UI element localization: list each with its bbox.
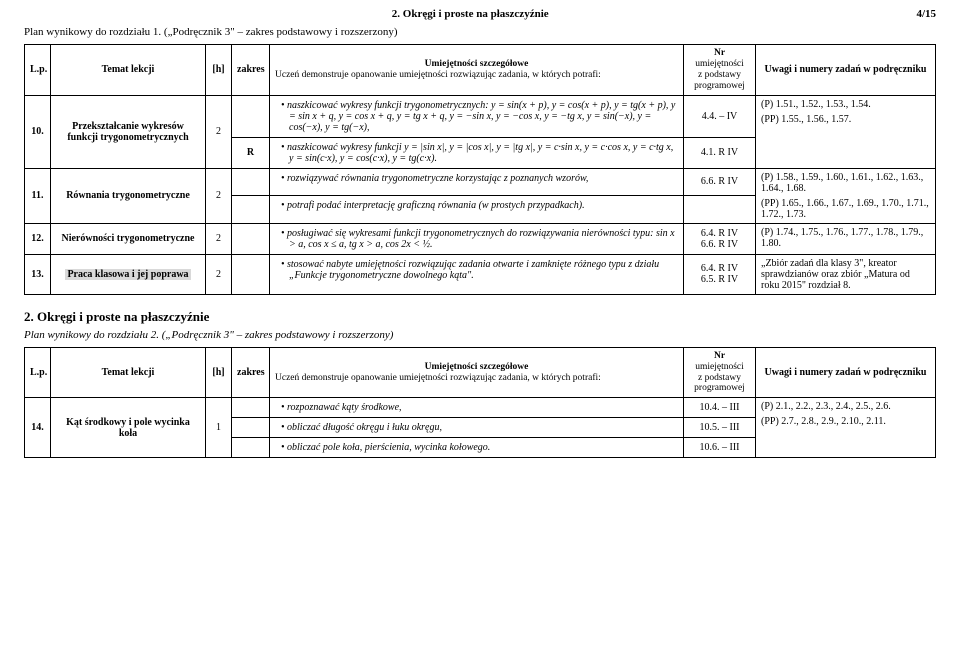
cell-skill: rozpoznawać kąty środkowe, [270,398,684,418]
cell-lp: 12. [25,223,51,254]
cell-nr [684,196,756,224]
cell-temat: Przekształcanie wykresów funkcji trygono… [51,95,206,168]
table-header-2: L.p. Temat lekcji [h] zakres Umiejętnośc… [25,347,936,398]
col-h: [h] [206,45,232,96]
table-row: 12.Nierówności trygonometryczne2 posługiw… [25,223,936,254]
cell-nr: 4.1. R IV [684,137,756,168]
cell-zakres [232,438,270,458]
cell-hours: 2 [206,168,232,223]
cell-skill: obliczać długość okręgu i łuku okręgu, [270,418,684,438]
curriculum-table-1: L.p. Temat lekcji [h] zakres Umiejętnośc… [24,44,936,295]
cell-temat: Kąt środkowy i pole wycinka koła [51,398,206,458]
cell-lp: 13. [25,254,51,294]
cell-zakres [232,418,270,438]
cell-lp: 14. [25,398,51,458]
section-title-2: 2. Okręgi i proste na płaszczyźnie [24,309,936,325]
cell-nr: 6.4. R IV6.6. R IV [684,223,756,254]
cell-lp: 11. [25,168,51,223]
cell-hours: 2 [206,254,232,294]
cell-uwagi: (P) 1.74., 1.75., 1.76., 1.77., 1.78., 1… [756,223,936,254]
col-zakres: zakres [232,45,270,96]
cell-uwagi: (P) 1.51., 1.52., 1.53., 1.54.(PP) 1.55.… [756,95,936,168]
cell-hours: 1 [206,398,232,458]
col-uwagi: Uwagi i numery zadań w podręczniku [756,45,936,96]
cell-zakres [232,398,270,418]
cell-skill: rozwiązywać równania trygonometryczne ko… [270,168,684,196]
page-header: 2. Okręgi i proste na płaszczyźnie 4/15 [24,8,936,20]
col-umie: Umiejętności szczegółowe Uczeń demonstru… [270,45,684,96]
cell-temat: Równania trygonometryczne [51,168,206,223]
header-page: 4/15 [916,8,936,20]
cell-zakres [232,196,270,224]
col-umie-sub: Uczeń demonstruje opanowanie umiejętnośc… [275,70,678,81]
col-lp: L.p. [25,45,51,96]
table-row: 10.Przekształcanie wykresów funkcji tryg… [25,95,936,137]
cell-nr: 10.6. – III [684,438,756,458]
cell-nr: 6.6. R IV [684,168,756,196]
curriculum-table-2: L.p. Temat lekcji [h] zakres Umiejętnośc… [24,347,936,459]
col-nr: Nr umiejętności z podstawy programowej [684,45,756,96]
cell-temat: Praca klasowa i jej poprawa [51,254,206,294]
cell-zakres [232,168,270,196]
cell-skill: stosować nabyte umiejętności rozwiązując… [270,254,684,294]
cell-uwagi: (P) 2.1., 2.2., 2.3., 2.4., 2.5., 2.6.(P… [756,398,936,458]
cell-skill: naszkicować wykresy funkcji trygonometry… [270,95,684,137]
cell-skill: potrafi podać interpretację graficzną ró… [270,196,684,224]
cell-temat: Nierówności trygonometryczne [51,223,206,254]
cell-uwagi: (P) 1.58., 1.59., 1.60., 1.61., 1.62., 1… [756,168,936,223]
cell-hours: 2 [206,95,232,168]
cell-hours: 2 [206,223,232,254]
cell-nr: 10.5. – III [684,418,756,438]
table-row: 13.Praca klasowa i jej poprawa2 stosować … [25,254,936,294]
plan-title-2: Plan wynikowy do rozdziału 2. („Podręczn… [24,329,936,341]
cell-nr: 10.4. – III [684,398,756,418]
cell-nr: 4.4. – IV [684,95,756,137]
cell-lp: 10. [25,95,51,168]
cell-zakres: R [232,137,270,168]
table-row: 11.Równania trygonometryczne2rozwiązywać… [25,168,936,196]
table-header: L.p. Temat lekcji [h] zakres Umiejętnośc… [25,45,936,96]
header-title: 2. Okręgi i proste na płaszczyźnie [392,8,549,20]
cell-skill: naszkicować wykresy funkcji y = |sin x|,… [270,137,684,168]
cell-nr: 6.4. R IV6.5. R IV [684,254,756,294]
plan-title-1: Plan wynikowy do rozdziału 1. („Podręczn… [24,26,936,38]
cell-skill: posługiwać się wykresami funkcji trygono… [270,223,684,254]
col-temat: Temat lekcji [51,45,206,96]
cell-zakres [232,223,270,254]
cell-zakres [232,254,270,294]
table-row: 14.Kąt środkowy i pole wycinka koła1rozp… [25,398,936,418]
cell-skill: obliczać pole koła, pierścienia, wycinka… [270,438,684,458]
col-umie-title: Umiejętności szczegółowe [275,59,678,70]
cell-zakres [232,95,270,137]
cell-uwagi: „Zbiór zadań dla klasy 3", kreator spraw… [756,254,936,294]
